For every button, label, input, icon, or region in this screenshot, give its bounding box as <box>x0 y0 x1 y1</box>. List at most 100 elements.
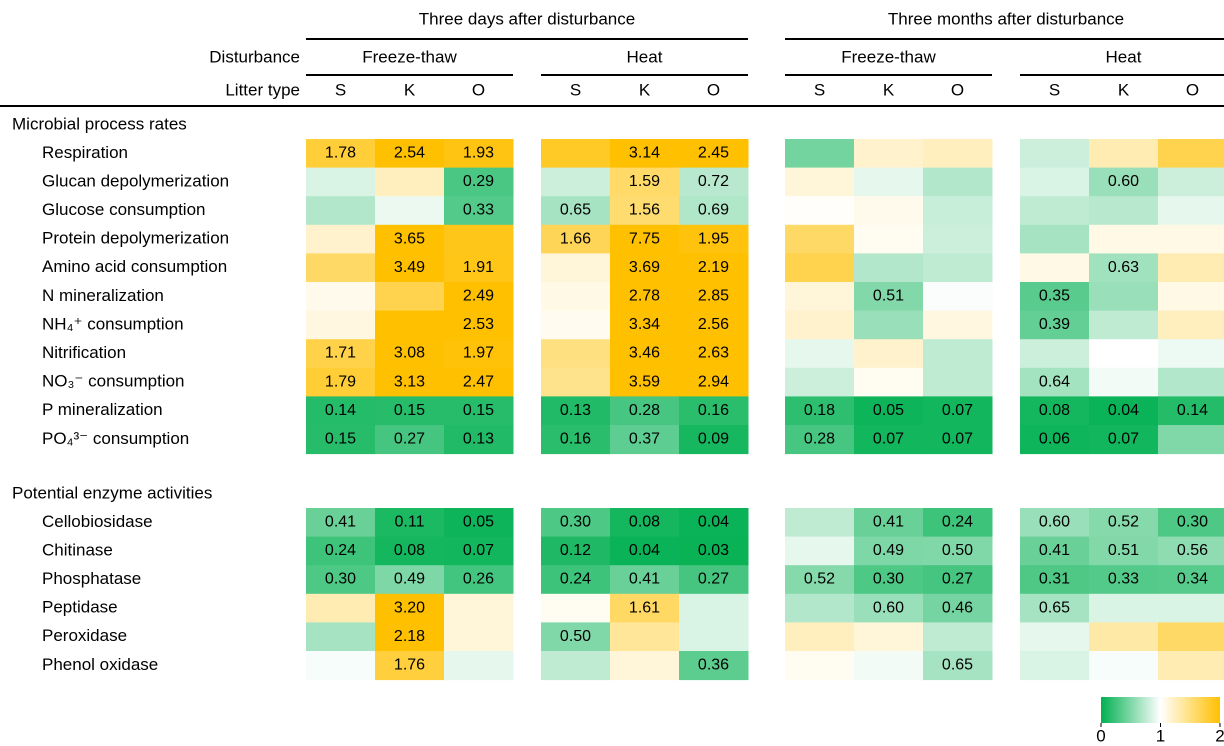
heat-cell <box>1089 565 1159 595</box>
heat-cell <box>1089 167 1159 197</box>
row-label: Peroxidase <box>42 626 127 645</box>
heat-cell <box>1020 396 1090 426</box>
heat-cell <box>1158 651 1224 681</box>
cell-value: 0.27 <box>942 571 973 588</box>
heat-cell <box>785 593 855 623</box>
heat-cell <box>923 622 993 652</box>
heat-cell <box>785 339 855 369</box>
cell-value: 3.46 <box>629 345 660 362</box>
heat-cell <box>854 367 924 397</box>
cell-value: 2.49 <box>463 288 494 305</box>
heat-cell <box>375 367 445 397</box>
heat-cell <box>923 651 993 681</box>
cell-value: 0.24 <box>560 571 591 588</box>
cell-value: 0.29 <box>463 173 494 190</box>
cell-value: 2.18 <box>394 628 425 645</box>
cell-value: 3.65 <box>394 230 425 247</box>
heat-cell <box>785 367 855 397</box>
heat-cell <box>1020 310 1090 340</box>
cell-value: 1.66 <box>560 230 591 247</box>
heat-cell <box>1089 622 1159 652</box>
heat-cell <box>1089 139 1159 169</box>
heat-cell <box>444 425 514 455</box>
heat-cell <box>375 651 445 681</box>
cell-value: 0.30 <box>325 571 356 588</box>
cell-value: 0.52 <box>1108 514 1139 531</box>
row-label: PO₄³⁻ consumption <box>42 429 189 448</box>
heat-cell <box>610 508 680 538</box>
cell-value: 0.39 <box>1039 316 1070 333</box>
heat-cell <box>679 139 749 169</box>
heat-cell <box>854 224 924 254</box>
heat-cell <box>1020 139 1090 169</box>
heat-cell <box>785 224 855 254</box>
section-title: Microbial process rates <box>12 114 187 133</box>
heat-cell <box>541 367 611 397</box>
heat-cell <box>923 282 993 312</box>
heat-cell <box>1158 565 1224 595</box>
heat-cell <box>679 396 749 426</box>
heat-cell <box>854 310 924 340</box>
heat-cell <box>306 196 376 226</box>
heat-cell <box>541 651 611 681</box>
heat-cell <box>375 196 445 226</box>
heat-cell <box>541 310 611 340</box>
heat-cell <box>541 167 611 197</box>
cell-value: 0.60 <box>1108 173 1139 190</box>
heat-cell <box>1020 565 1090 595</box>
cell-value: 0.51 <box>873 288 904 305</box>
cell-value: 1.56 <box>629 202 660 219</box>
litter-label: Litter type <box>225 80 300 99</box>
heat-cell <box>1158 622 1224 652</box>
period-header: Three days after disturbance <box>419 9 635 28</box>
cell-value: 0.26 <box>463 571 494 588</box>
heat-cell <box>1158 310 1224 340</box>
cell-value: 0.08 <box>1039 402 1070 419</box>
cell-value: 0.41 <box>873 514 904 531</box>
heat-cell <box>610 224 680 254</box>
heat-cell <box>375 339 445 369</box>
cell-value: 0.33 <box>463 202 494 219</box>
heat-cell <box>541 622 611 652</box>
litter-header: S <box>1049 80 1060 99</box>
heat-cell <box>541 224 611 254</box>
litter-header: K <box>639 80 651 99</box>
cell-value: 0.60 <box>873 599 904 616</box>
cell-value: 0.46 <box>942 599 973 616</box>
heat-cell <box>375 253 445 283</box>
cell-value: 0.07 <box>942 431 973 448</box>
heat-cell <box>444 396 514 426</box>
cell-value: 2.85 <box>698 288 729 305</box>
heat-cell <box>923 167 993 197</box>
heat-cell <box>1089 396 1159 426</box>
heat-cell <box>375 224 445 254</box>
disturbance-header: Freeze-thaw <box>362 47 457 66</box>
cell-value: 0.31 <box>1039 571 1070 588</box>
heat-cell <box>375 622 445 652</box>
heat-cell <box>923 593 993 623</box>
heat-cell <box>541 565 611 595</box>
heat-cell <box>1020 224 1090 254</box>
cell-value: 0.04 <box>629 542 660 559</box>
heat-cell <box>1020 253 1090 283</box>
heat-cell <box>1089 367 1159 397</box>
heat-cell <box>785 282 855 312</box>
row-label: Glucan depolymerization <box>42 171 229 190</box>
litter-header: K <box>1118 80 1130 99</box>
cell-value: 1.78 <box>325 145 356 162</box>
cell-value: 2.63 <box>698 345 729 362</box>
heat-cell <box>610 253 680 283</box>
heat-cell <box>375 396 445 426</box>
heat-cell <box>610 593 680 623</box>
row-label: Peptidase <box>42 598 118 617</box>
disturbance-header: Heat <box>1106 47 1142 66</box>
cell-value: 2.53 <box>463 316 494 333</box>
heat-cell <box>923 139 993 169</box>
heat-cell <box>923 425 993 455</box>
cell-value: 0.72 <box>698 173 729 190</box>
heat-cell <box>610 651 680 681</box>
heat-cell <box>444 339 514 369</box>
heat-cell <box>610 282 680 312</box>
cell-value: 0.05 <box>463 514 494 531</box>
row-label: Glucose consumption <box>42 200 205 219</box>
